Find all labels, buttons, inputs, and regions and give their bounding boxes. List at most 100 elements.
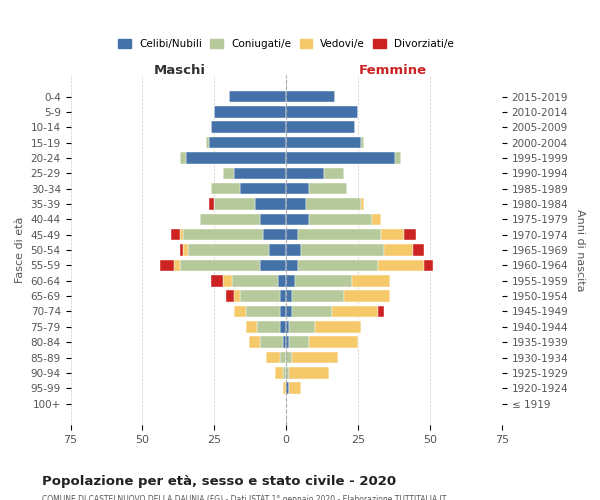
Bar: [309, 183, 347, 194]
Bar: [223, 275, 232, 286]
Bar: [275, 367, 283, 378]
Bar: [301, 244, 384, 256]
Bar: [292, 290, 344, 302]
Bar: [240, 290, 280, 302]
Bar: [211, 275, 223, 286]
Bar: [260, 214, 286, 225]
Bar: [240, 183, 286, 194]
Bar: [249, 336, 260, 348]
Bar: [180, 152, 185, 164]
Bar: [214, 106, 286, 118]
Bar: [286, 91, 335, 102]
Bar: [361, 137, 364, 148]
Bar: [395, 152, 401, 164]
Bar: [378, 306, 384, 317]
Bar: [424, 260, 433, 271]
Bar: [373, 214, 381, 225]
Y-axis label: Fasce di età: Fasce di età: [15, 217, 25, 283]
Bar: [200, 214, 260, 225]
Bar: [188, 244, 269, 256]
Bar: [286, 198, 307, 210]
Text: Popolazione per età, sesso e stato civile - 2020: Popolazione per età, sesso e stato civil…: [42, 475, 396, 488]
Bar: [286, 152, 395, 164]
Bar: [332, 306, 378, 317]
Bar: [378, 260, 424, 271]
Bar: [298, 229, 381, 240]
Bar: [404, 229, 416, 240]
Bar: [286, 229, 298, 240]
Bar: [226, 290, 235, 302]
Bar: [280, 290, 286, 302]
Bar: [235, 306, 246, 317]
Bar: [180, 229, 182, 240]
Bar: [295, 275, 352, 286]
Legend: Celibi/Nubili, Coniugati/e, Vedovi/e, Divorziati/e: Celibi/Nubili, Coniugati/e, Vedovi/e, Di…: [114, 34, 458, 53]
Bar: [180, 260, 260, 271]
Bar: [361, 198, 364, 210]
Bar: [384, 244, 413, 256]
Bar: [266, 352, 280, 364]
Bar: [211, 183, 240, 194]
Bar: [246, 321, 257, 332]
Bar: [278, 275, 286, 286]
Bar: [180, 244, 182, 256]
Bar: [229, 91, 286, 102]
Bar: [323, 168, 344, 179]
Bar: [286, 214, 309, 225]
Bar: [286, 367, 289, 378]
Bar: [286, 106, 358, 118]
Bar: [286, 260, 298, 271]
Bar: [160, 260, 174, 271]
Bar: [206, 137, 209, 148]
Bar: [381, 229, 404, 240]
Bar: [209, 137, 286, 148]
Bar: [260, 260, 286, 271]
Bar: [232, 275, 278, 286]
Bar: [352, 275, 390, 286]
Bar: [286, 290, 292, 302]
Bar: [286, 306, 292, 317]
Bar: [182, 229, 263, 240]
Bar: [292, 306, 332, 317]
Text: Femmine: Femmine: [359, 64, 427, 76]
Bar: [309, 214, 373, 225]
Bar: [315, 321, 361, 332]
Bar: [280, 321, 286, 332]
Bar: [185, 152, 286, 164]
Bar: [171, 229, 180, 240]
Text: Maschi: Maschi: [154, 64, 206, 76]
Bar: [182, 244, 188, 256]
Bar: [298, 260, 378, 271]
Bar: [280, 306, 286, 317]
Bar: [289, 321, 315, 332]
Bar: [286, 336, 289, 348]
Bar: [307, 198, 361, 210]
Y-axis label: Anni di nascita: Anni di nascita: [575, 209, 585, 292]
Bar: [246, 306, 280, 317]
Bar: [235, 290, 240, 302]
Bar: [286, 168, 323, 179]
Bar: [283, 367, 286, 378]
Bar: [286, 183, 309, 194]
Bar: [286, 137, 361, 148]
Bar: [223, 168, 235, 179]
Text: COMUNE DI CASTELNUOVO DELLA DAUNIA (FG) - Dati ISTAT 1° gennaio 2020 - Elaborazi: COMUNE DI CASTELNUOVO DELLA DAUNIA (FG) …: [42, 495, 446, 500]
Bar: [286, 244, 301, 256]
Bar: [286, 382, 289, 394]
Bar: [289, 336, 309, 348]
Bar: [260, 336, 283, 348]
Bar: [235, 168, 286, 179]
Bar: [286, 352, 292, 364]
Bar: [280, 352, 286, 364]
Bar: [269, 244, 286, 256]
Bar: [283, 336, 286, 348]
Bar: [289, 367, 329, 378]
Bar: [289, 382, 301, 394]
Bar: [214, 198, 254, 210]
Bar: [286, 122, 355, 133]
Bar: [263, 229, 286, 240]
Bar: [292, 352, 338, 364]
Bar: [257, 321, 280, 332]
Bar: [309, 336, 358, 348]
Bar: [283, 382, 286, 394]
